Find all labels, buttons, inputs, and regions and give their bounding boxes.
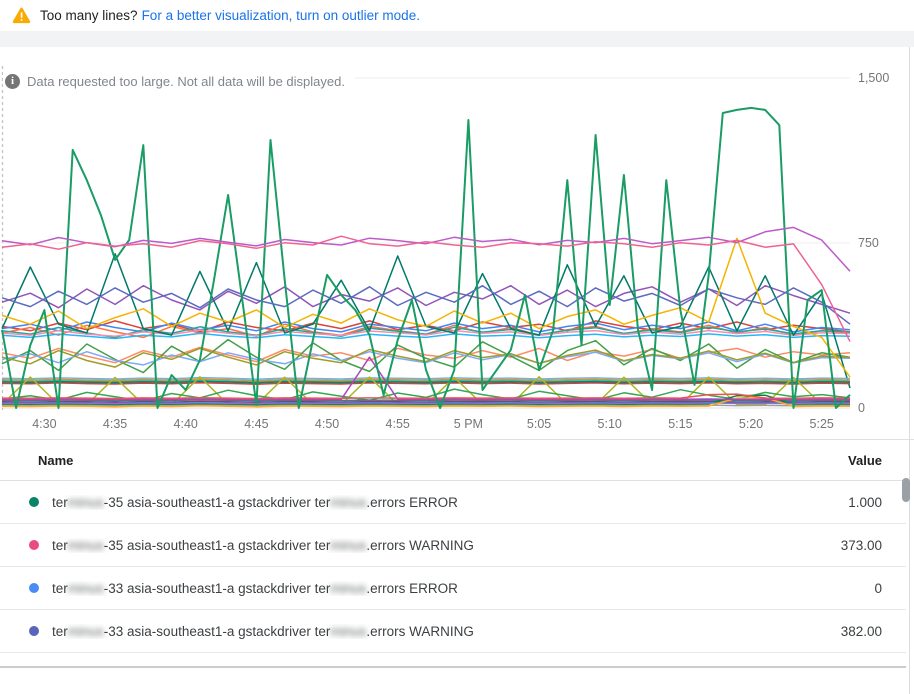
x-axis-label: 4:35 [103, 417, 127, 431]
line-lightblue [1, 332, 851, 340]
legend-row-name: terminus-33 asia-southeast1-a gstackdriv… [52, 624, 841, 639]
x-axis-label: 5:05 [527, 417, 551, 431]
x-axis-label: 4:55 [386, 417, 410, 431]
line-magenta-low [1, 400, 851, 404]
redacted-text: minus [330, 623, 367, 639]
x-axis-label: 4:50 [315, 417, 339, 431]
line-indigo [1, 284, 851, 325]
name-text: -33 asia-southeast1-a gstackdriver ter [103, 580, 331, 596]
x-axis-label: 5 PM [454, 417, 483, 431]
legend-row-name: terminus-35 asia-southeast1-a gstackdriv… [52, 495, 848, 510]
line-darkgreen-low [1, 394, 851, 406]
line-orange-low [1, 396, 851, 408]
line-blue-low [1, 401, 851, 405]
legend-empty-row [0, 653, 906, 668]
line-green-spiky [1, 106, 851, 409]
legend-row[interactable]: terminus-33 asia-southeast1-a gstackdriv… [0, 610, 906, 653]
name-text: .errors WARNING [366, 537, 474, 553]
x-axis-label: 4:30 [32, 417, 56, 431]
legend-row[interactable]: terminus-35 asia-southeast1-a gstackdriv… [0, 481, 906, 524]
legend-row[interactable]: terminus-35 asia-southeast1-a gstackdriv… [0, 524, 906, 567]
chart-card: i Data requested too large. Not all data… [0, 47, 914, 440]
series-color-dot [29, 497, 39, 507]
name-text: .errors WARNING [366, 623, 474, 639]
too-many-lines-banner: Too many lines? For a better visualizati… [0, 0, 914, 31]
name-text: -35 asia-southeast1-a gstackdriver ter [103, 494, 331, 510]
line-purple-low [1, 356, 851, 401]
legend-row-value: 373.00 [840, 537, 882, 553]
legend-header-name: Name [38, 452, 74, 468]
series-color-dot [29, 583, 39, 593]
panel-right-border [909, 47, 910, 694]
legend-header-row: Name Value [0, 440, 906, 481]
legend-row-name: terminus-35 asia-southeast1-a gstackdriv… [52, 538, 841, 553]
data-too-large-notice: i Data requested too large. Not all data… [3, 72, 355, 90]
notice-text: Data requested too large. Not all data w… [27, 73, 345, 89]
legend-row[interactable]: terminus-33 asia-southeast1-a gstackdriv… [0, 567, 906, 610]
line-teal-flat [1, 380, 851, 384]
banner-separator [0, 31, 914, 47]
line-red-flat [1, 381, 851, 385]
line-periwinkle [1, 350, 851, 366]
name-text: -33 asia-southeast1-a gstackdriver ter [103, 623, 331, 639]
redacted-text: minus [67, 580, 104, 596]
line-green-mid [1, 338, 851, 374]
x-axis-label: 5:20 [739, 417, 763, 431]
legend-row-value: 382.00 [840, 623, 882, 639]
line-pink [1, 235, 851, 342]
x-axis-label: 5:15 [668, 417, 692, 431]
scrollbar-thumb[interactable] [902, 478, 910, 502]
name-text: ter [52, 580, 68, 596]
line-blue-flat [1, 376, 851, 380]
name-text: -35 asia-southeast1-a gstackdriver ter [103, 537, 331, 553]
line-orange-flat [1, 378, 851, 382]
line-lightpink [1, 329, 851, 338]
name-text: ter [52, 494, 68, 510]
line-amber [1, 237, 851, 378]
chart-plot-area[interactable]: 0 750 1,500 4:30 4:35 4:40 4:45 4:50 4:55 5 PM 5:0… [0, 47, 914, 440]
redacted-text: minus [330, 537, 367, 553]
redacted-text: minus [67, 494, 104, 510]
legend-header-value: Value [848, 452, 882, 468]
legend-row-name: terminus-33 asia-southeast1-a gstackdriv… [52, 581, 874, 596]
line-magenta [1, 226, 851, 272]
line-cyan-low [1, 399, 851, 402]
x-axis-label: 4:40 [174, 417, 198, 431]
name-text: .errors ERROR [366, 494, 458, 510]
name-text: ter [52, 623, 68, 639]
series-color-dot [29, 626, 39, 636]
x-axis-label: 4:45 [244, 417, 268, 431]
redacted-text: minus [67, 537, 104, 553]
series-color-dot [29, 540, 39, 550]
info-icon: i [5, 73, 20, 89]
x-axis-label: 5:10 [598, 417, 622, 431]
redacted-text: minus [330, 580, 367, 596]
line-red-low [1, 393, 851, 400]
line-gray-low [1, 404, 851, 407]
redacted-text: minus [330, 494, 367, 510]
legend-table: Name Value terminus-35 asia-southeast1-a… [0, 440, 906, 668]
legend-row-value: 0 [874, 580, 882, 596]
y-axis-label: 0 [858, 401, 865, 415]
y-axis-label: 750 [858, 236, 879, 250]
y-axis-label: 1,500 [858, 71, 889, 85]
x-axis-label: 5:25 [810, 417, 834, 431]
name-text: ter [52, 537, 68, 553]
line-cyan-flat [1, 379, 851, 383]
banner-warning-text: Too many lines? [40, 8, 138, 23]
legend-row-value: 1.000 [848, 494, 882, 510]
name-text: .errors ERROR [366, 580, 458, 596]
redacted-text: minus [67, 623, 104, 639]
outlier-mode-link[interactable]: For a better visualization, turn on outl… [141, 8, 420, 23]
warning-triangle-icon [12, 7, 31, 24]
line-olive [1, 347, 851, 368]
